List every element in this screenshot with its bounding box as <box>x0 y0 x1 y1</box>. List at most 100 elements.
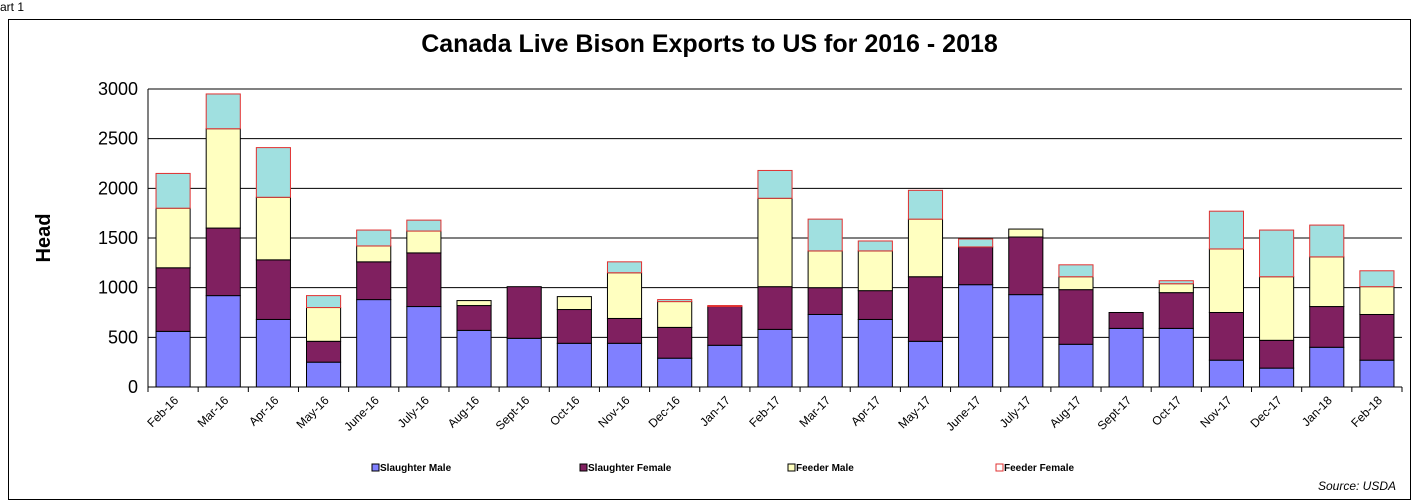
legend-label: Slaughter Male <box>380 463 452 474</box>
legend-swatch <box>787 463 796 472</box>
bar-segment <box>1208 312 1244 361</box>
y-axis-label: Head <box>33 214 55 263</box>
bar-segment <box>757 197 793 288</box>
bar-segment <box>556 296 592 311</box>
x-tick-label: June-17 <box>943 393 984 434</box>
x-tick-label: May-17 <box>895 393 933 431</box>
x-tick-label: Feb-16 <box>144 393 181 430</box>
x-tick-label: Sept-17 <box>1095 393 1135 433</box>
bar-segment <box>306 361 342 388</box>
bar-segment <box>807 287 843 315</box>
bar-segment <box>1359 270 1395 288</box>
bar-segment <box>356 261 392 301</box>
x-tick-label: July-17 <box>997 393 1034 430</box>
chart-frame: Canada Live Bison Exports to US for 2016… <box>8 19 1411 500</box>
bar-segment <box>255 318 291 388</box>
bar-segment <box>857 250 893 292</box>
bar-segment <box>907 218 944 278</box>
bar-segment <box>1259 276 1295 341</box>
bar-segment <box>1359 286 1395 315</box>
bar-segment <box>1309 224 1345 258</box>
bar-segment <box>606 342 643 388</box>
x-tick-label: June-16 <box>341 393 382 434</box>
bar-segment <box>356 299 392 388</box>
bar-segment <box>1309 306 1345 348</box>
legend-label: Feeder Female <box>1004 463 1074 474</box>
bar-segment <box>907 340 944 388</box>
bar-segment <box>657 326 693 359</box>
y-tick-label: 3000 <box>98 79 138 99</box>
bar-segment <box>807 218 843 252</box>
x-tick-label: Oct-17 <box>1149 393 1185 429</box>
bar-segment <box>255 259 291 320</box>
x-tick-label: Dec-16 <box>646 393 683 430</box>
x-tick-label: Aug-16 <box>445 393 482 430</box>
bar-segment <box>757 328 793 388</box>
bar-segment <box>807 250 843 289</box>
x-tick-label: Feb-17 <box>746 393 783 430</box>
bar-segment <box>1108 312 1144 329</box>
bar-segment <box>1158 292 1194 329</box>
x-tick-label: May-16 <box>293 393 331 431</box>
bar-segment <box>707 306 743 346</box>
x-tick-label: Sept-16 <box>493 393 533 433</box>
bar-segment <box>1359 313 1395 361</box>
bar-segment <box>958 238 994 248</box>
bar-segment <box>406 252 442 308</box>
bar-segment <box>556 342 592 388</box>
bar-segment <box>406 306 442 388</box>
bar-segment <box>857 318 893 388</box>
y-tick-label: 1000 <box>98 278 138 298</box>
bar-segment <box>606 261 643 274</box>
bar-segment <box>907 189 944 220</box>
bar-segment <box>757 286 793 330</box>
legend-swatch <box>579 463 588 472</box>
x-tick-label: Feb-18 <box>1348 393 1385 430</box>
x-tick-label: July-16 <box>395 393 432 430</box>
bar-segment <box>1058 276 1094 291</box>
x-tick-label: Nov-16 <box>595 393 632 430</box>
legend-label: Feeder Male <box>796 463 854 474</box>
bar-segment <box>406 230 442 254</box>
bar-segment <box>1058 343 1094 388</box>
bar-segment <box>1158 283 1194 294</box>
bar-segment <box>606 272 643 319</box>
y-tick-label: 500 <box>108 327 138 347</box>
bar-segment <box>657 299 693 303</box>
bar-segment <box>1208 210 1244 250</box>
bar-segment <box>1008 236 1044 296</box>
bar-segment <box>556 309 592 344</box>
bar-segment <box>356 245 392 263</box>
bar-segment <box>707 305 743 308</box>
bar-segment <box>1259 339 1295 369</box>
bar-segment <box>1259 367 1295 388</box>
source-note: Source: USDA <box>1317 479 1396 493</box>
bar-segment <box>907 276 944 342</box>
bar-segment <box>1008 294 1044 388</box>
bar-segment <box>1309 256 1345 308</box>
bar-segment <box>857 240 893 252</box>
bar-segment <box>205 227 241 297</box>
bar-segment <box>958 284 994 388</box>
y-tick-label: 0 <box>128 377 138 397</box>
bar-segment <box>255 196 291 261</box>
y-tick-label: 1500 <box>98 228 138 248</box>
corner-label: art 1 <box>0 0 25 14</box>
y-tick-label: 2000 <box>98 178 138 198</box>
bar-segment <box>205 295 241 388</box>
bar-segment <box>1158 280 1194 285</box>
legend-swatch <box>371 463 380 472</box>
x-tick-label: Apr-16 <box>246 393 282 429</box>
bar-segment <box>306 295 342 309</box>
chart-title: Canada Live Bison Exports to US for 2016… <box>421 30 998 58</box>
bar-segment <box>506 337 542 388</box>
bar-segment <box>958 246 994 286</box>
x-tick-label: Dec-17 <box>1247 393 1284 430</box>
bar-segment <box>456 300 492 307</box>
bar-segment <box>155 330 191 388</box>
bar-segment <box>1309 346 1345 388</box>
bar-segment <box>155 172 191 209</box>
x-tick-label: Jan-17 <box>697 393 733 429</box>
bar-segment <box>406 219 442 232</box>
bar-segment <box>1259 229 1295 278</box>
